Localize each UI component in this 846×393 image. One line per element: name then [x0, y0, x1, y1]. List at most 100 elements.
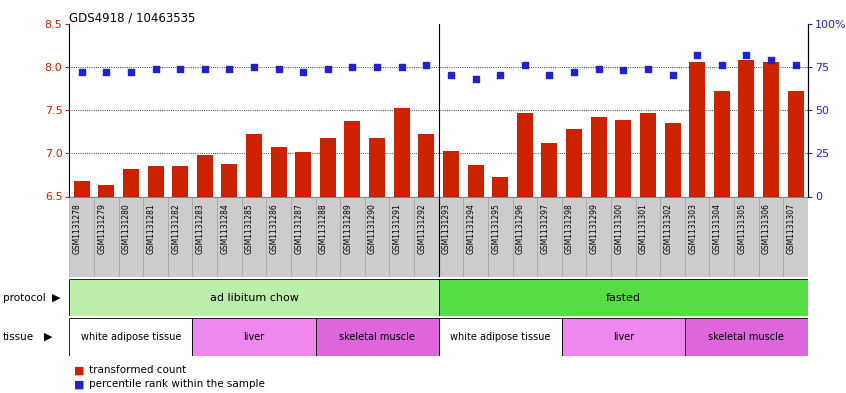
- Bar: [759, 196, 783, 277]
- Bar: [147, 166, 163, 393]
- Bar: [492, 178, 508, 393]
- Bar: [295, 152, 311, 393]
- Text: GSM1131294: GSM1131294: [467, 203, 475, 254]
- Text: GSM1131302: GSM1131302: [663, 203, 673, 254]
- Point: [469, 76, 482, 82]
- Point: [371, 64, 384, 70]
- Bar: [340, 196, 365, 277]
- Text: GSM1131290: GSM1131290: [368, 203, 377, 254]
- Bar: [246, 134, 262, 393]
- Bar: [438, 318, 562, 356]
- Bar: [418, 134, 434, 393]
- Text: GSM1131278: GSM1131278: [73, 203, 82, 254]
- Text: tissue: tissue: [3, 332, 34, 342]
- Text: GSM1131301: GSM1131301: [639, 203, 648, 254]
- Text: GSM1131297: GSM1131297: [541, 203, 549, 254]
- Bar: [266, 196, 291, 277]
- Point: [75, 69, 89, 75]
- Bar: [94, 196, 118, 277]
- Text: GSM1131279: GSM1131279: [97, 203, 107, 254]
- Bar: [69, 279, 438, 316]
- Text: GSM1131291: GSM1131291: [393, 203, 402, 254]
- Point: [444, 72, 458, 79]
- Point: [321, 65, 335, 72]
- Point: [666, 72, 679, 79]
- Bar: [69, 196, 94, 277]
- Bar: [566, 129, 582, 393]
- Text: GSM1131307: GSM1131307: [787, 203, 795, 254]
- Bar: [344, 121, 360, 393]
- Bar: [562, 196, 586, 277]
- Bar: [369, 138, 385, 393]
- Bar: [541, 143, 558, 393]
- Point: [641, 65, 655, 72]
- Bar: [783, 196, 808, 277]
- Text: GSM1131282: GSM1131282: [171, 203, 180, 253]
- Text: ad libitum chow: ad libitum chow: [210, 293, 299, 303]
- Bar: [172, 166, 188, 393]
- Bar: [468, 165, 484, 393]
- Point: [788, 62, 802, 68]
- Text: GSM1131288: GSM1131288: [319, 203, 328, 253]
- Bar: [271, 147, 287, 393]
- Point: [715, 62, 728, 68]
- Bar: [414, 196, 438, 277]
- Text: GSM1131293: GSM1131293: [442, 203, 451, 254]
- Text: GDS4918 / 10463535: GDS4918 / 10463535: [69, 12, 195, 25]
- Bar: [118, 196, 143, 277]
- Bar: [611, 196, 635, 277]
- Bar: [143, 196, 168, 277]
- Bar: [393, 108, 409, 393]
- Bar: [635, 196, 660, 277]
- Point: [296, 69, 310, 75]
- Text: GSM1131295: GSM1131295: [492, 203, 500, 254]
- Point: [395, 64, 409, 70]
- Text: GSM1131303: GSM1131303: [688, 203, 697, 254]
- Bar: [443, 151, 459, 393]
- Bar: [684, 318, 808, 356]
- Bar: [69, 318, 192, 356]
- Text: skeletal muscle: skeletal muscle: [708, 332, 784, 342]
- Bar: [562, 318, 684, 356]
- Text: protocol: protocol: [3, 292, 46, 303]
- Point: [764, 57, 777, 63]
- Text: GSM1131289: GSM1131289: [343, 203, 353, 254]
- Bar: [389, 196, 414, 277]
- Bar: [517, 113, 533, 393]
- Bar: [788, 91, 804, 393]
- Bar: [763, 62, 779, 393]
- Bar: [192, 318, 316, 356]
- Bar: [739, 60, 755, 393]
- Bar: [438, 196, 464, 277]
- Point: [272, 65, 285, 72]
- Text: white adipose tissue: white adipose tissue: [450, 332, 551, 342]
- Bar: [168, 196, 192, 277]
- Bar: [217, 196, 242, 277]
- Point: [690, 51, 704, 58]
- Point: [420, 62, 433, 68]
- Text: GSM1131280: GSM1131280: [122, 203, 131, 254]
- Point: [222, 65, 236, 72]
- Point: [592, 65, 606, 72]
- Text: GSM1131298: GSM1131298: [565, 203, 574, 254]
- Text: GSM1131283: GSM1131283: [195, 203, 205, 254]
- Bar: [222, 163, 238, 393]
- Text: ▶: ▶: [44, 332, 52, 342]
- Point: [149, 65, 162, 72]
- Bar: [615, 120, 631, 393]
- Bar: [591, 117, 607, 393]
- Text: GSM1131305: GSM1131305: [738, 203, 746, 254]
- Text: GSM1131285: GSM1131285: [245, 203, 254, 254]
- Bar: [684, 196, 710, 277]
- Point: [739, 51, 753, 58]
- Bar: [714, 91, 730, 393]
- Text: GSM1131286: GSM1131286: [270, 203, 278, 254]
- Bar: [74, 181, 90, 393]
- Bar: [291, 196, 316, 277]
- Bar: [438, 279, 808, 316]
- Text: liver: liver: [613, 332, 634, 342]
- Text: GSM1131306: GSM1131306: [762, 203, 771, 254]
- Text: skeletal muscle: skeletal muscle: [339, 332, 415, 342]
- Bar: [464, 196, 488, 277]
- Point: [568, 69, 581, 75]
